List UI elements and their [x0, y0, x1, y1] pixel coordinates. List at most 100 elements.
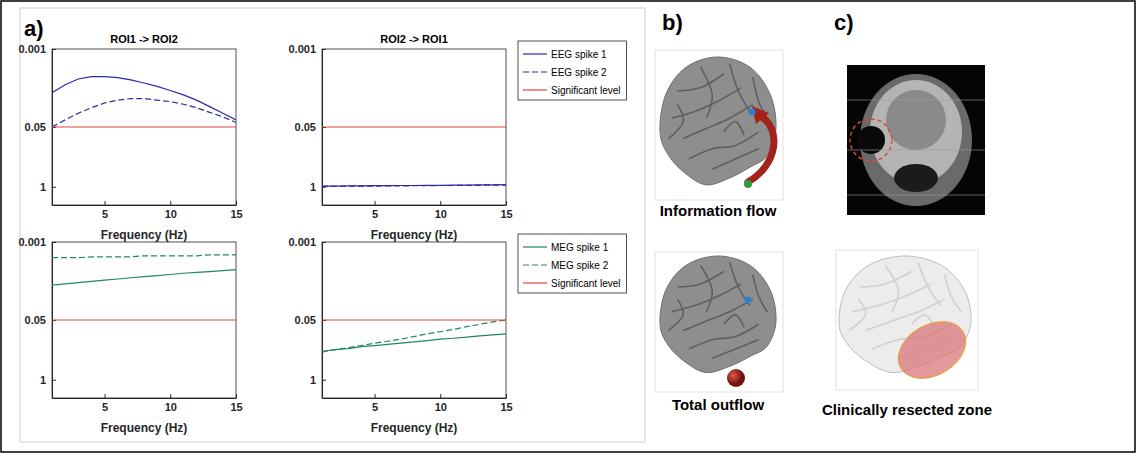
y-axis: 0.0010.051 — [18, 43, 56, 205]
tick-mark — [506, 201, 507, 205]
image-frame — [655, 252, 783, 392]
legend-label: EEG spike 2 — [551, 67, 607, 78]
y-axis: 0.0010.051 — [288, 43, 326, 205]
mri-slice-line — [847, 100, 985, 101]
legend-box — [518, 41, 626, 100]
mri-slice-line — [847, 195, 985, 196]
brain-sulcus — [724, 122, 744, 136]
data-line — [322, 320, 506, 352]
x-axis: 51015 — [53, 394, 243, 413]
tick: 15 — [500, 394, 512, 413]
brain-sulcus — [918, 262, 941, 305]
brain-sulcus — [859, 272, 912, 288]
mri-cavity — [894, 164, 938, 192]
y-axis: 0.001 0.05 1 — [288, 236, 326, 398]
axis-title: Frequency (Hz) — [101, 228, 188, 242]
brain-image — [660, 57, 776, 185]
brain-outline — [660, 256, 776, 373]
panel-box — [20, 8, 645, 442]
data-line — [322, 126, 506, 127]
brain-sulcus — [724, 315, 744, 327]
x-axis: 5 10 15 — [53, 201, 243, 220]
tick: 10 — [165, 201, 177, 220]
brain-sulcus — [683, 105, 753, 139]
brain-sulcus — [849, 299, 866, 330]
legend-swatch — [523, 89, 547, 90]
tick: 0.05 — [25, 314, 56, 326]
tick-label: 0.001 — [288, 236, 316, 248]
tick-label: 1 — [310, 181, 316, 193]
tick-label: 1 — [310, 374, 316, 386]
roi-dot — [745, 297, 752, 304]
tick-label: 10 — [435, 401, 447, 413]
tick: 15 — [230, 394, 242, 413]
tick: 10 — [435, 201, 447, 220]
legend: MEG spike 1MEG spike 2Significant level — [518, 234, 626, 293]
tick: 5 — [102, 394, 108, 413]
tick: 5 — [372, 394, 378, 413]
tick-label: 0.05 — [25, 121, 46, 133]
tick-label: 0.05 — [295, 314, 316, 326]
tick-label: 1 — [40, 374, 46, 386]
caption: Total outflow — [672, 396, 765, 413]
plot-lines — [322, 320, 506, 352]
brain-sulcus — [677, 74, 723, 91]
tick-label: 15 — [500, 208, 512, 220]
tick-mark — [105, 201, 106, 205]
axis-line — [53, 205, 237, 206]
tick-mark — [440, 394, 441, 398]
roi-dot — [744, 180, 752, 188]
brain-sulcus — [701, 67, 713, 118]
tick: 15 — [230, 201, 242, 220]
tick: 0.05 — [25, 121, 56, 133]
tick-mark — [322, 242, 326, 243]
data-line — [322, 319, 506, 320]
figure: a)b)c)510150.0010.051ROI1 -> ROI2Frequen… — [0, 0, 1136, 453]
legend-swatch — [523, 282, 547, 283]
brain-sulcus — [689, 324, 759, 349]
legend-label: MEG spike 1 — [551, 242, 609, 253]
caption: Information flow — [660, 202, 777, 219]
chart: 5 10 15 0.0010.051 ROI1 -> ROI2 Frequency (Hz… — [18, 33, 242, 242]
legend-swatch — [523, 71, 547, 72]
data-line — [52, 99, 236, 127]
brain-sulcus — [701, 265, 713, 312]
tick: 0.001 — [288, 236, 326, 248]
axis-line — [323, 205, 507, 206]
tick-mark — [170, 201, 171, 205]
legend-box — [518, 234, 626, 293]
resected-zone — [888, 310, 975, 389]
brain-sulcus — [669, 105, 684, 139]
tick: 15 — [500, 201, 512, 220]
tick: 5 — [372, 201, 378, 220]
data-line — [52, 77, 236, 120]
mri-tissue — [886, 90, 946, 150]
plot-lines — [52, 77, 236, 127]
image-frame — [655, 50, 783, 200]
plot-lines — [52, 255, 236, 320]
chart-title: ROI2 -> ROI1 — [380, 33, 448, 45]
legend: EEG spike 1EEG spike 2Significant level — [518, 41, 626, 100]
data-line — [52, 270, 236, 285]
plot-frame — [52, 49, 236, 205]
chart: 510150.0010.051ROI2 -> ROI1Frequency (Hz… — [288, 33, 626, 242]
tick-mark — [322, 380, 326, 381]
tick-label: 5 — [372, 208, 378, 220]
axis-title: Frequency (Hz) — [371, 421, 458, 435]
tick-mark — [105, 394, 106, 398]
brain-sulcus — [945, 275, 962, 312]
tick-mark — [440, 201, 441, 205]
flow-arrow — [748, 116, 774, 182]
tick-mark — [506, 394, 507, 398]
tick: 10 — [435, 394, 447, 413]
brain-sulcus — [689, 132, 759, 159]
chart-title: ROI1 -> ROI2 — [110, 33, 178, 45]
tick: 0.05 — [295, 121, 326, 133]
tick-mark — [236, 394, 237, 398]
outflow-sphere — [727, 369, 745, 387]
figure-border — [1, 1, 1135, 452]
x-axis: 5 10 15 — [323, 201, 513, 220]
tick-label: 5 — [102, 208, 108, 220]
tick: 1 — [310, 374, 326, 386]
panel-label: b) — [662, 10, 683, 35]
